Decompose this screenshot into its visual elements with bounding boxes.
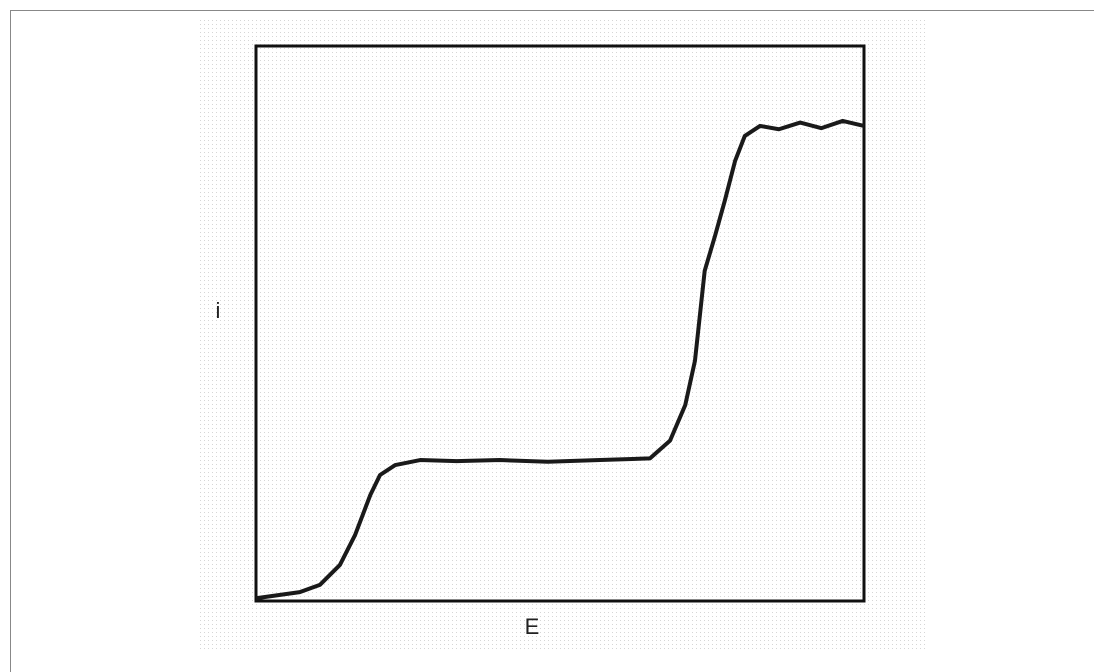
- y-axis-label: i: [216, 298, 221, 323]
- data-line: [255, 118, 865, 601]
- plot-area: [254, 44, 866, 603]
- frame: [10, 10, 1094, 672]
- x-axis-label: E: [525, 614, 540, 639]
